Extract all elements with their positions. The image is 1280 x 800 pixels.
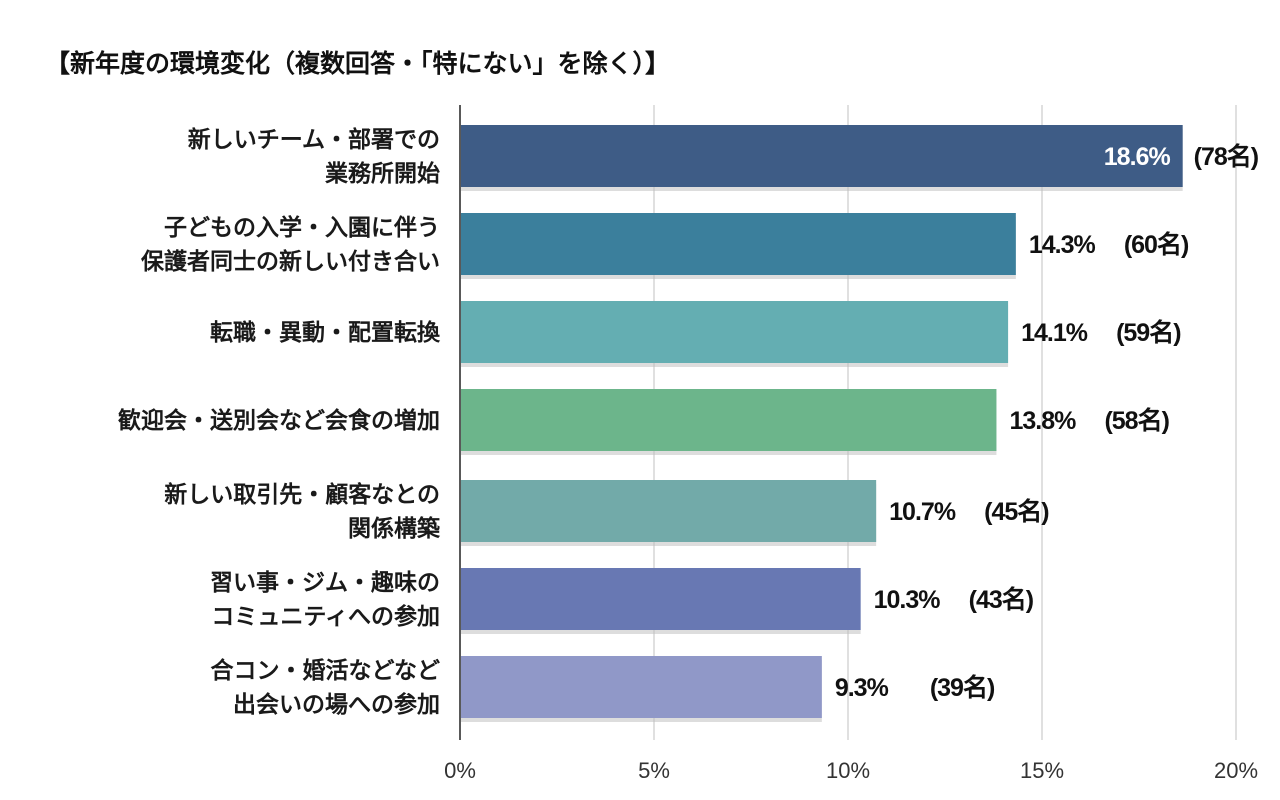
bar xyxy=(461,480,877,542)
count-label: (43名) xyxy=(969,585,1034,614)
value-label: 14.1% xyxy=(1021,319,1088,347)
category-label: 保護者同士の新しい付き合い xyxy=(140,248,440,274)
category-label: コミュニティへの参加 xyxy=(211,603,440,629)
bar xyxy=(461,301,1009,363)
bar xyxy=(461,568,861,630)
bar xyxy=(461,389,997,451)
x-tick-label: 20% xyxy=(1214,758,1258,783)
category-label: 習い事・ジム・趣味の xyxy=(210,569,440,595)
count-label: (78名) xyxy=(1194,142,1259,171)
category-label: 出会いの場への参加 xyxy=(233,691,440,717)
x-tick-label: 0% xyxy=(444,758,476,783)
category-label: 歓迎会・送別会など会食の増加 xyxy=(118,407,440,433)
value-label: 18.6% xyxy=(1104,143,1171,171)
x-tick-label: 5% xyxy=(638,758,670,783)
count-label: (60名) xyxy=(1124,230,1189,259)
x-tick-label: 15% xyxy=(1020,758,1064,783)
count-label: (58名) xyxy=(1104,406,1169,435)
count-label: (39名) xyxy=(930,673,995,702)
value-label: 10.3% xyxy=(874,586,941,614)
bar xyxy=(461,125,1183,187)
value-label: 9.3% xyxy=(835,674,889,702)
value-label: 13.8% xyxy=(1009,407,1076,435)
category-label: 新しい取引先・顧客なとの xyxy=(164,481,440,507)
x-tick-label: 10% xyxy=(826,758,870,783)
category-label: 転職・異動・配置転換 xyxy=(210,319,441,345)
category-label: 合コン・婚活などなど xyxy=(210,657,440,683)
category-label: 業務所開始 xyxy=(324,160,440,186)
chart-title: 【新年度の環境変化（複数回答・「特にない」を除く）】 xyxy=(45,49,670,78)
value-label: 10.7% xyxy=(889,498,956,526)
count-label: (59名) xyxy=(1116,318,1181,347)
category-label: 新しいチーム・部署での xyxy=(188,126,440,152)
count-label: (45名) xyxy=(984,497,1049,526)
bar xyxy=(461,213,1016,275)
bar xyxy=(461,656,822,718)
value-label: 14.3% xyxy=(1029,231,1096,259)
category-label: 関係構築 xyxy=(348,515,441,541)
category-label: 子どもの入学・入園に伴う xyxy=(164,214,440,240)
